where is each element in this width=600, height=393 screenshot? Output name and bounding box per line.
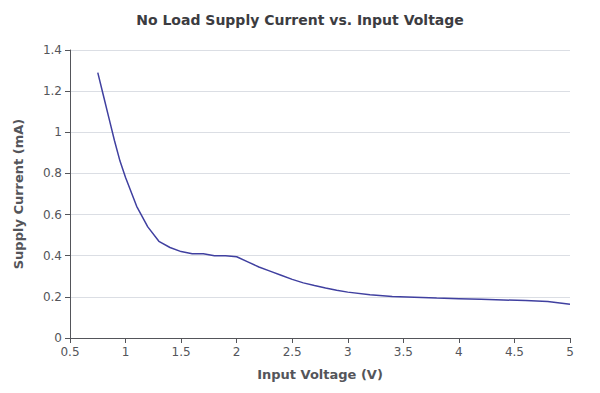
svg-text:1.2: 1.2	[43, 84, 62, 98]
svg-text:No Load Supply Current vs. Inp: No Load Supply Current vs. Input Voltage	[136, 12, 464, 28]
svg-text:3.5: 3.5	[394, 345, 413, 359]
svg-text:1.5: 1.5	[172, 345, 191, 359]
svg-text:0.4: 0.4	[43, 249, 62, 263]
svg-text:Supply Current (mA): Supply Current (mA)	[11, 119, 26, 270]
svg-text:Input Voltage (V): Input Voltage (V)	[257, 367, 383, 382]
svg-text:1: 1	[122, 345, 130, 359]
svg-text:0.6: 0.6	[43, 208, 62, 222]
svg-text:2: 2	[233, 345, 241, 359]
svg-text:0.2: 0.2	[43, 290, 62, 304]
svg-text:3: 3	[344, 345, 352, 359]
svg-text:0: 0	[54, 331, 62, 345]
svg-text:5: 5	[566, 345, 574, 359]
svg-text:4: 4	[455, 345, 463, 359]
svg-text:1: 1	[54, 125, 62, 139]
svg-text:4.5: 4.5	[505, 345, 524, 359]
svg-text:1.4: 1.4	[43, 43, 62, 57]
svg-text:0.8: 0.8	[43, 166, 62, 180]
svg-text:2.5: 2.5	[283, 345, 302, 359]
svg-text:0.5: 0.5	[60, 345, 79, 359]
